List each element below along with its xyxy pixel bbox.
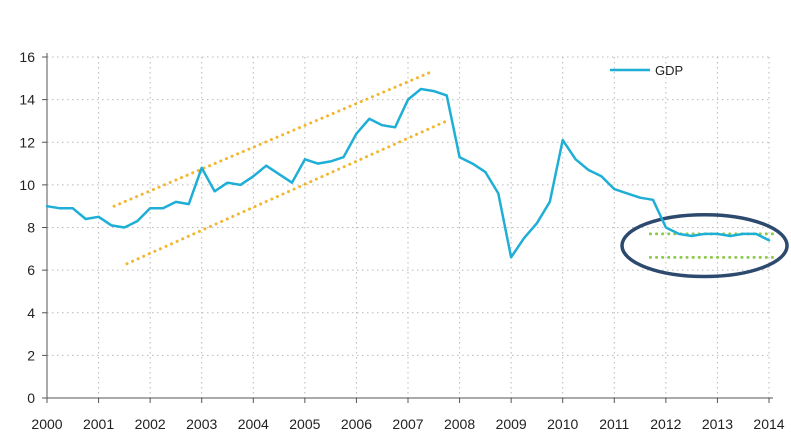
series-layer (45, 87, 771, 259)
trend-line-annotation (112, 70, 433, 208)
annotation-layer (112, 70, 789, 279)
y-tick-label: 8 (27, 220, 35, 236)
y-tick-label: 14 (19, 92, 35, 108)
y-tick-label: 2 (27, 347, 35, 363)
y-tick-label: 10 (19, 177, 35, 193)
x-tick-label: 2011 (599, 416, 629, 432)
x-tick-label: 2008 (444, 416, 475, 432)
x-tick-label: 2004 (238, 416, 269, 432)
y-tick-label: 6 (27, 262, 35, 278)
y-tick-label: 16 (19, 49, 35, 65)
x-tick-label: 2002 (135, 416, 166, 432)
grid-layer (47, 56, 770, 398)
y-tick-label: 4 (27, 305, 35, 321)
x-tick-label: 2000 (31, 416, 62, 432)
trend-line-annotation (125, 119, 449, 266)
x-tick-label: 2003 (186, 416, 217, 432)
series-line-gdp (45, 87, 771, 259)
x-tick-label: 2010 (547, 416, 578, 432)
y-tick-label: 0 (27, 390, 35, 406)
x-tick-label: 2005 (289, 416, 320, 432)
legend: GDP (610, 63, 683, 78)
x-tick-label: 2013 (702, 416, 733, 432)
x-tick-label: 2001 (83, 416, 114, 432)
x-tick-label: 2012 (650, 416, 681, 432)
x-tick-label: 2007 (392, 416, 423, 432)
legend-label-gdp: GDP (655, 63, 683, 78)
highlight-ellipse (620, 212, 789, 279)
x-tick-label: 2009 (496, 416, 527, 432)
y-tick-label: 12 (19, 134, 35, 150)
axis-layer: 0 2 4 6 8 10 12 14 16 2000 2001 2002 2003 2004 2005 200… (19, 49, 784, 432)
x-tick-label: 2014 (753, 416, 784, 432)
x-tick-label: 2006 (341, 416, 372, 432)
